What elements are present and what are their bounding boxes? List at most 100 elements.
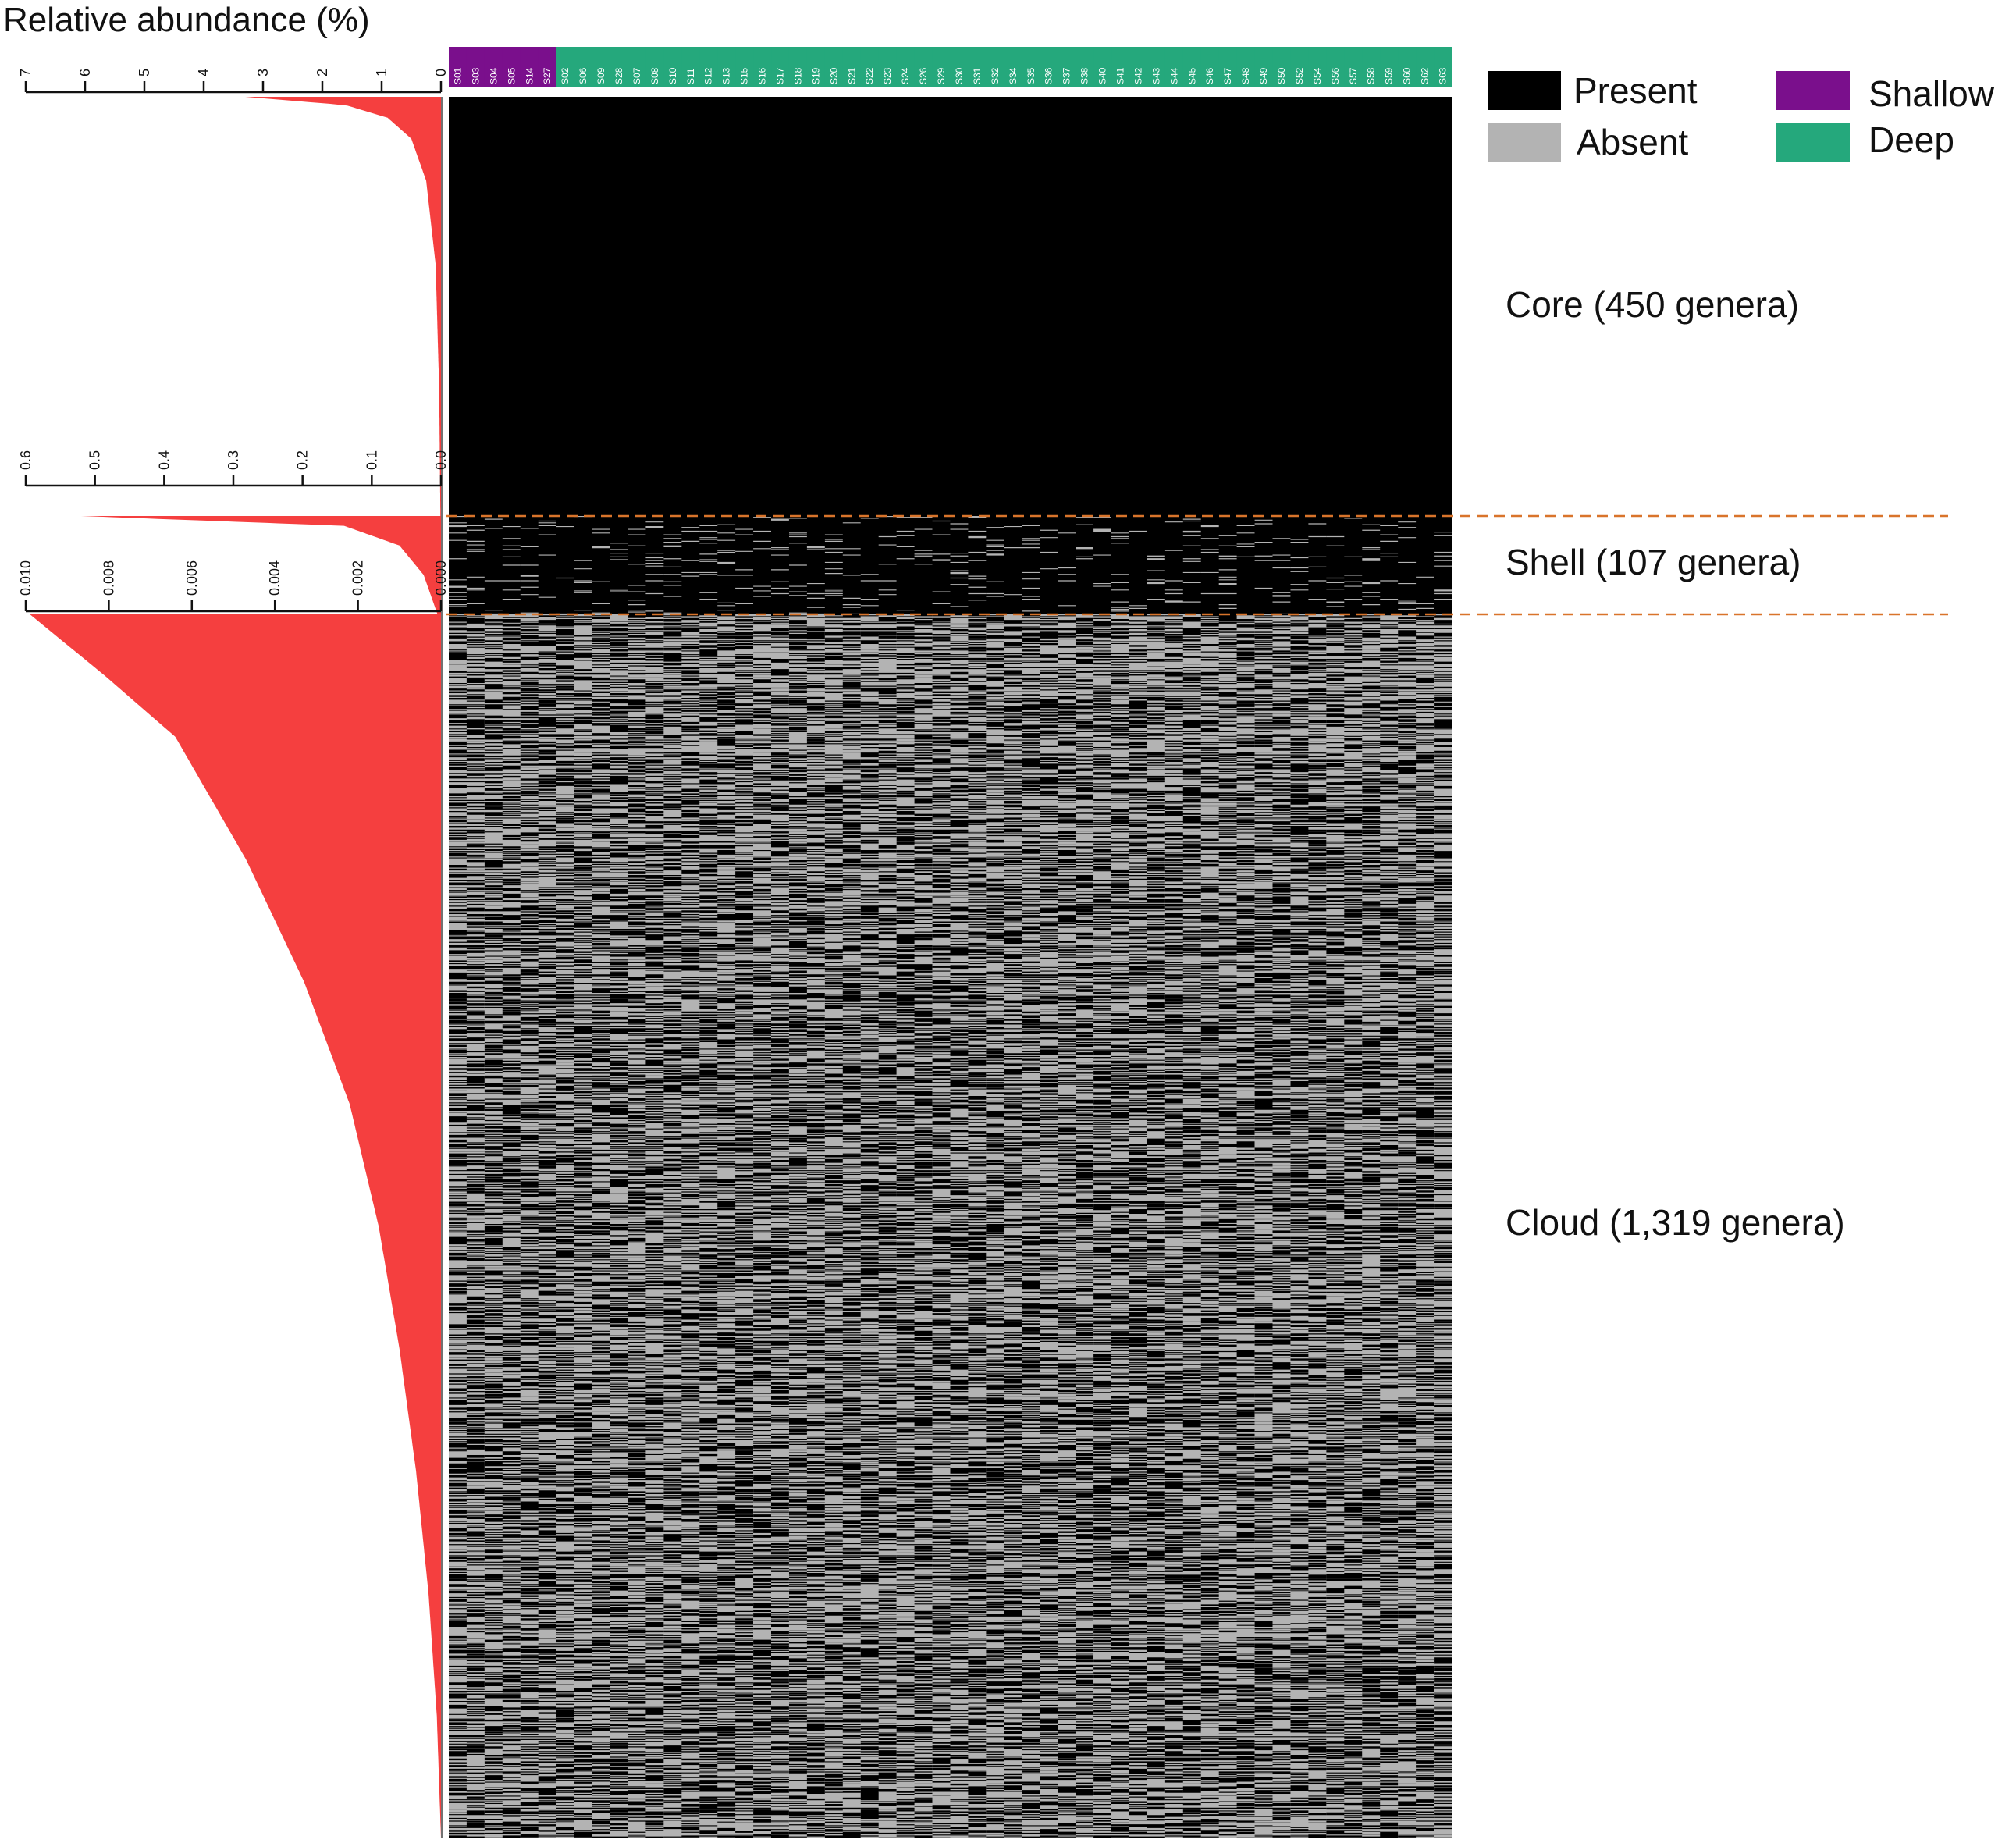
axis-tick-label: 0.000 bbox=[433, 560, 449, 596]
shell-absent-cells bbox=[449, 516, 1452, 614]
sample-label: S24 bbox=[900, 67, 911, 84]
sample-header-cell-deep bbox=[1093, 47, 1112, 87]
axis-tick-label: 3 bbox=[255, 69, 271, 76]
sample-label: S31 bbox=[972, 67, 983, 84]
abundance-bars-shell bbox=[80, 516, 442, 614]
abundance-axis-core: 7 6 5 4 3 2 1 0 bbox=[18, 69, 449, 94]
sample-label: S22 bbox=[864, 67, 875, 84]
sample-header-cell-deep bbox=[1004, 47, 1022, 87]
sample-label: S54 bbox=[1312, 67, 1323, 84]
group-label-core: Core (450 genera) bbox=[1506, 284, 1799, 325]
sample-label: S21 bbox=[846, 67, 857, 84]
sample-header-cell-deep bbox=[824, 47, 844, 87]
cloud-present-cells bbox=[449, 614, 1452, 1838]
sample-header-layer: S01 S03 S04 S05 S14 S27 S02 S06 S09 S28 S07 S08 S10 S… bbox=[449, 47, 1452, 87]
group-label-cloud: Cloud (1,319 genera) bbox=[1506, 1202, 1845, 1243]
sample-header-cell-deep bbox=[592, 47, 611, 87]
sample-header-cell-deep bbox=[1111, 47, 1130, 87]
sample-header-cell-deep bbox=[986, 47, 1004, 87]
sample-header-cell-deep bbox=[1380, 47, 1399, 87]
axis-tick-label: 7 bbox=[18, 69, 34, 76]
legend-present-swatch bbox=[1488, 71, 1561, 110]
sample-header-cell-shallow bbox=[502, 47, 521, 87]
sample-header-cell-deep bbox=[1022, 47, 1040, 87]
sample-header-cell-deep bbox=[610, 47, 629, 87]
abundance-bars-cloud bbox=[30, 614, 442, 1838]
axis-tick-label: 0.004 bbox=[267, 560, 283, 596]
sample-header-cell-deep bbox=[628, 47, 647, 87]
sample-header-cell-deep bbox=[1129, 47, 1148, 87]
sample-header-cell-deep bbox=[1272, 47, 1292, 87]
axis-tick-label: 0.1 bbox=[364, 450, 379, 470]
sample-label: S58 bbox=[1366, 67, 1377, 84]
sample-header-cell-deep bbox=[1362, 47, 1381, 87]
sample-label: S19 bbox=[810, 67, 821, 84]
sample-header-cell-deep bbox=[771, 47, 790, 87]
axis-tick-label: 0.008 bbox=[101, 560, 116, 596]
sample-label: S42 bbox=[1132, 67, 1143, 84]
sample-header-cell-shallow bbox=[484, 47, 503, 87]
sample-header-cell-deep bbox=[1416, 47, 1435, 87]
sample-label: S10 bbox=[667, 67, 678, 84]
sample-label: S03 bbox=[470, 67, 481, 84]
sample-header-cell-shallow bbox=[520, 47, 539, 87]
sample-header-cell-deep bbox=[1058, 47, 1076, 87]
legend-absent-label: Absent bbox=[1577, 122, 1688, 162]
sample-label: S08 bbox=[649, 67, 660, 84]
sample-header-cell-deep bbox=[878, 47, 898, 87]
sample-header-cell-deep bbox=[860, 47, 880, 87]
sample-header-cell-deep bbox=[645, 47, 664, 87]
sample-label: S44 bbox=[1168, 67, 1179, 84]
abundance-bars-layer bbox=[30, 97, 443, 1838]
abundance-bars-core bbox=[245, 97, 441, 516]
sample-label: S59 bbox=[1384, 67, 1395, 84]
axis-tick-label: 0.0 bbox=[433, 450, 449, 470]
sample-label: S35 bbox=[1026, 67, 1036, 84]
legend: Present Absent Shallow Deep bbox=[1488, 70, 1995, 162]
sample-label: S56 bbox=[1330, 67, 1341, 84]
sample-header-cell-deep bbox=[1200, 47, 1220, 87]
sample-label: S52 bbox=[1294, 67, 1305, 84]
axis-tick-label: 0.5 bbox=[87, 450, 103, 470]
sample-header-cell-deep bbox=[842, 47, 862, 87]
sample-label: S26 bbox=[918, 67, 929, 84]
abundance-axis-cloud: 0.010 0.008 0.006 0.004 0.002 0.000 bbox=[18, 560, 449, 613]
group-label-shell: Shell (107 genera) bbox=[1506, 542, 1801, 582]
sample-label: S37 bbox=[1061, 67, 1072, 84]
legend-deep-swatch bbox=[1776, 123, 1850, 162]
sample-header-cell-deep bbox=[753, 47, 772, 87]
sample-header-cell-deep bbox=[1236, 47, 1256, 87]
axis-tick-label: 0.2 bbox=[295, 450, 311, 470]
sample-header-cell-shallow bbox=[538, 47, 557, 87]
sample-label: S04 bbox=[488, 67, 499, 84]
sample-header-cell-deep bbox=[1326, 47, 1345, 87]
axis-tick-label: 0.4 bbox=[156, 450, 172, 470]
sample-header-cell-deep bbox=[699, 47, 718, 87]
sample-label: S23 bbox=[882, 67, 893, 84]
axis-tick-label: 1 bbox=[374, 69, 389, 76]
sample-label: S28 bbox=[613, 67, 624, 84]
shell-present-block bbox=[449, 516, 1452, 614]
sample-label: S13 bbox=[721, 67, 732, 84]
sample-label: S32 bbox=[990, 67, 1001, 84]
sample-header-cell-deep bbox=[950, 47, 969, 87]
axis-tick-label: 0.3 bbox=[226, 450, 241, 470]
legend-absent-swatch bbox=[1488, 123, 1561, 162]
abundance-axes-layer: 7 6 5 4 3 2 1 00.6 0.5 0.4 0.3 0.2 0.1 0.00.010 0.008 0… bbox=[18, 69, 449, 613]
sample-label: S17 bbox=[775, 67, 786, 84]
abundance-axis-shell: 0.6 0.5 0.4 0.3 0.2 0.1 0.0 bbox=[18, 450, 449, 487]
sample-label: S06 bbox=[578, 67, 588, 84]
axis-tick-label: 6 bbox=[77, 69, 93, 76]
sample-label: S29 bbox=[936, 67, 947, 84]
sample-header-cell-deep bbox=[1164, 47, 1184, 87]
sample-label: S36 bbox=[1044, 67, 1054, 84]
axis-tick-label: 0.002 bbox=[350, 560, 366, 596]
legend-shallow-label: Shallow bbox=[1868, 73, 1995, 114]
sample-header-cell-deep bbox=[1254, 47, 1274, 87]
sample-label: S47 bbox=[1222, 67, 1233, 84]
sample-label: S11 bbox=[685, 68, 696, 84]
axis-tick-label: 0.6 bbox=[18, 450, 34, 470]
core-present-block bbox=[449, 97, 1452, 516]
